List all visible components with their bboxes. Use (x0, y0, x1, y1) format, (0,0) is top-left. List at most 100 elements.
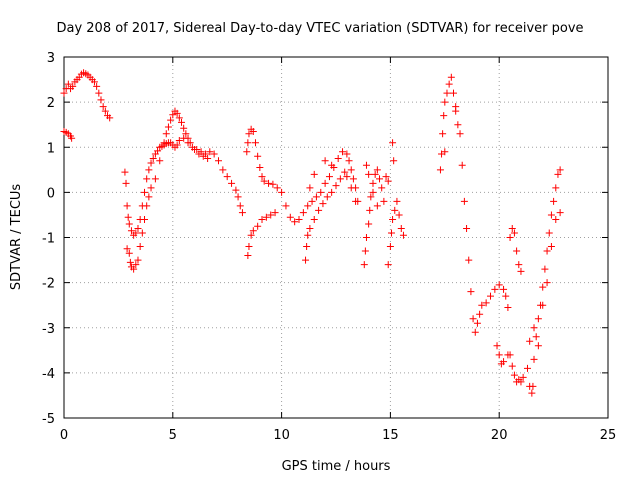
data-point-marker (369, 188, 377, 196)
data-point-marker (339, 148, 347, 156)
data-point-marker (304, 231, 312, 239)
data-point-marker (60, 89, 68, 97)
data-point-marker (495, 281, 503, 289)
data-point-marker (195, 150, 203, 158)
data-point-marker (303, 243, 311, 251)
data-point-marker (456, 130, 464, 138)
data-point-marker (206, 148, 214, 156)
y-tick-label: 0 (47, 186, 55, 201)
data-point-marker (523, 364, 531, 372)
data-point-marker (371, 170, 379, 178)
data-point-marker (495, 351, 503, 359)
data-point-marker (545, 229, 553, 237)
data-point-marker (389, 215, 397, 223)
data-point-marker (508, 224, 516, 232)
data-point-marker (441, 98, 449, 106)
y-tick-label: 1 (47, 141, 55, 156)
chart-title: Day 208 of 2017, Sidereal Day-to-day VTE… (56, 21, 583, 36)
y-tick-label: -3 (42, 322, 55, 337)
data-point-marker (486, 292, 494, 300)
data-point-marker (365, 170, 373, 178)
data-point-marker (317, 188, 325, 196)
data-point-marker (99, 103, 107, 111)
data-point-marker (184, 134, 192, 142)
data-point-marker (122, 179, 130, 187)
data-point-marker (445, 80, 453, 88)
data-point-marker (204, 155, 212, 163)
data-point-marker (552, 184, 560, 192)
data-point-marker (267, 211, 275, 219)
x-tick-label: 10 (273, 428, 290, 443)
x-tick-label: 20 (491, 428, 508, 443)
data-point-marker (173, 109, 181, 117)
data-point-marker (145, 193, 153, 201)
data-point-marker (160, 139, 168, 147)
data-point-marker (543, 279, 551, 287)
data-point-marker (365, 220, 373, 228)
data-point-marker (345, 157, 353, 165)
data-point-marker (500, 285, 508, 293)
data-point-marker (286, 213, 294, 221)
data-point-marker (452, 103, 460, 111)
data-point-marker (295, 215, 303, 223)
data-point-marker (384, 177, 392, 185)
data-point-marker (304, 202, 312, 210)
data-point-marker (186, 139, 194, 147)
y-tick-label: -1 (42, 232, 55, 247)
data-point-marker (373, 166, 381, 174)
data-point-marker (149, 155, 157, 163)
data-point-marker (399, 231, 407, 239)
data-point-marker (319, 200, 327, 208)
data-point-marker (154, 147, 162, 155)
data-point-marker (321, 179, 329, 187)
data-point-marker (191, 146, 199, 154)
data-point-marker (510, 371, 518, 379)
data-point-marker (478, 301, 486, 309)
data-point-marker (90, 78, 98, 86)
data-point-marker (269, 180, 277, 188)
data-point-marker (530, 324, 538, 332)
data-point-marker (554, 170, 562, 178)
data-point-marker (141, 188, 149, 196)
data-point-marker (367, 193, 375, 201)
data-point-marker (469, 315, 477, 323)
data-point-marker (127, 227, 135, 235)
data-point-marker (366, 206, 374, 214)
data-point-marker (508, 362, 516, 370)
data-point-marker (147, 184, 155, 192)
data-point-marker (308, 197, 316, 205)
y-tick-label: 3 (47, 51, 55, 66)
data-point-marker (543, 247, 551, 255)
data-point-marker (440, 112, 448, 120)
y-tick-labels: -5 -4 -3 -2 -1 0 1 2 3 (42, 51, 55, 427)
data-point-marker (493, 342, 501, 350)
data-point-marker (332, 182, 340, 190)
data-point-marker (121, 168, 129, 176)
data-point-marker (491, 285, 499, 293)
data-point-marker (552, 215, 560, 223)
data-point-marker (541, 265, 549, 273)
data-point-marker (167, 116, 175, 124)
data-point-marker (341, 168, 349, 176)
data-point-marker (97, 96, 105, 104)
data-point-marker (519, 373, 527, 381)
data-point-marker (395, 211, 403, 219)
data-point-marker (219, 166, 227, 174)
data-point-marker (361, 247, 369, 255)
data-point-marker (529, 382, 537, 390)
data-point-marker (134, 256, 142, 264)
data-point-marker (515, 261, 523, 269)
data-point-marker (384, 261, 392, 269)
data-point-marker (256, 164, 264, 172)
data-point-marker (334, 155, 342, 163)
data-point-marker (460, 197, 468, 205)
data-point-marker (454, 121, 462, 129)
data-point-marker (299, 209, 307, 217)
data-point-marker (132, 261, 140, 269)
x-tick-label: 0 (60, 428, 68, 443)
data-point-marker (124, 213, 132, 221)
y-tick-label: -5 (42, 412, 55, 427)
data-point-marker (506, 351, 514, 359)
data-point-marker (273, 184, 281, 192)
data-point-marker (441, 148, 449, 156)
